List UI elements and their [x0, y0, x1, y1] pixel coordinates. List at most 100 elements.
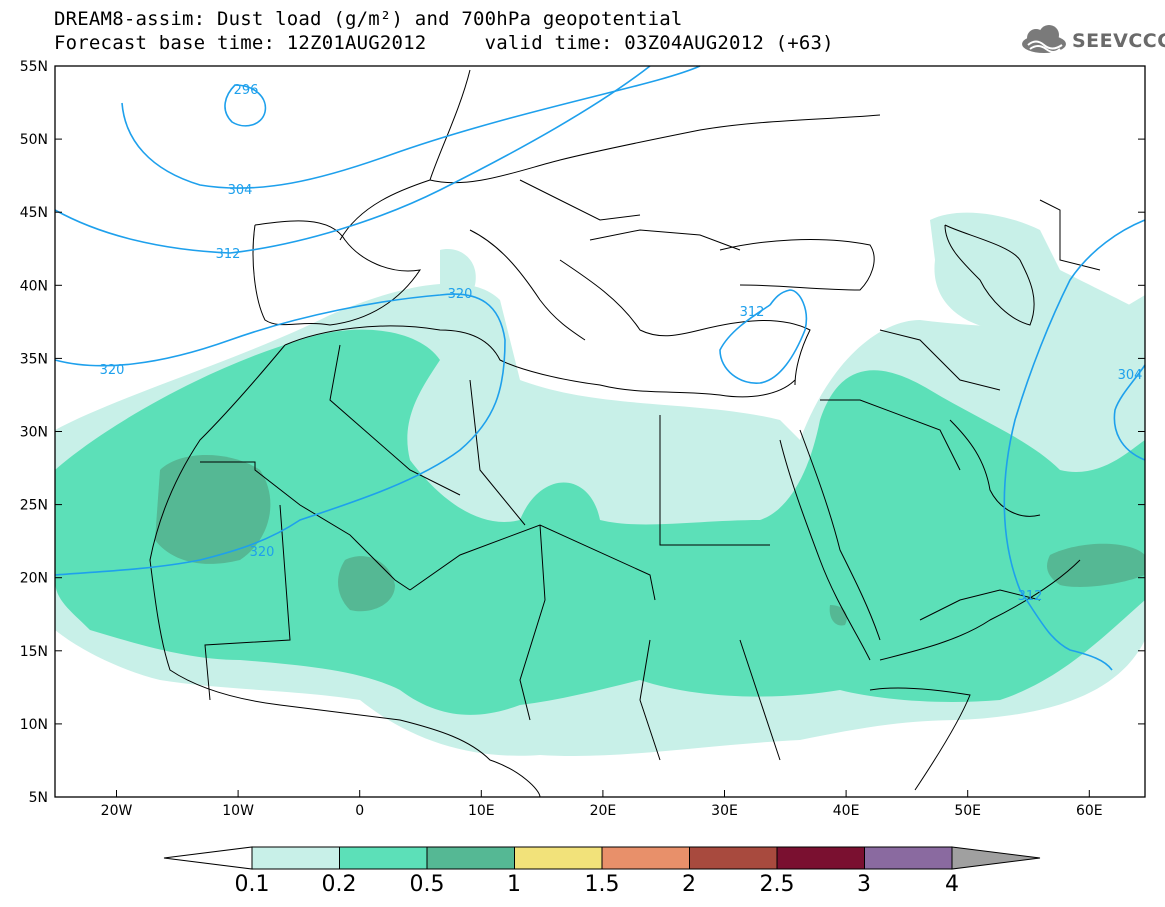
colorbar-over-arrow — [951, 846, 1041, 870]
dust-level-light — [930, 212, 1140, 335]
latitude-axis: 55N 50N 45N 40N 35N 30N 25N 20N 15N 10N 5N — [20, 59, 1145, 806]
lon-label: 60E — [1076, 803, 1103, 819]
colorbar-swatch — [689, 846, 778, 870]
dust-level-dark — [1047, 543, 1145, 587]
lon-label: 10E — [468, 803, 495, 819]
border — [329, 344, 461, 496]
contour-312 — [54, 65, 651, 254]
lon-label: 10W — [222, 803, 254, 819]
colorbar-label: 0.5 — [409, 872, 445, 897]
lon-label: 0 — [355, 803, 364, 819]
colorbar-label: 0.2 — [321, 872, 357, 897]
contour-label: 320 — [100, 363, 125, 378]
logo-text: SEEVCCC — [1072, 30, 1165, 52]
contour-304 — [1113, 364, 1146, 461]
border — [739, 639, 781, 761]
border — [1039, 199, 1101, 271]
lat-label: 30N — [20, 425, 48, 441]
forecast-times: Forecast base time: 12Z01AUG2012 valid t… — [54, 32, 834, 54]
colorbar-label: 4 — [945, 872, 959, 897]
contour-312 — [719, 289, 808, 384]
colorbar — [163, 846, 1041, 870]
dust-level-dark — [338, 556, 395, 612]
contour-label: 304 — [1118, 368, 1143, 383]
lon-label: 40E — [833, 803, 860, 819]
border — [639, 639, 661, 761]
contour-label: 320 — [250, 545, 275, 560]
contour-320 — [54, 293, 506, 576]
contour-296 — [224, 84, 267, 127]
lon-label: 50E — [954, 803, 981, 819]
longitude-axis: 20W 10W 0 10E 20E 30E 40E 50E 60E — [101, 790, 1103, 819]
coastline — [284, 325, 796, 398]
lon-label: 30E — [711, 803, 738, 819]
contour-labels: 296 304 312 320 320 312 312 304 320 — [100, 83, 1143, 604]
geopotential-contours — [54, 65, 1146, 671]
border — [200, 461, 411, 591]
coastline — [879, 559, 1081, 661]
contour-312 — [1003, 219, 1146, 671]
colorbar-swatch — [514, 846, 603, 870]
lat-label: 10N — [20, 717, 48, 733]
coastline — [559, 259, 701, 337]
coastline — [779, 439, 871, 661]
coastline — [339, 69, 471, 241]
coastline — [719, 239, 875, 291]
colorbar-swatch — [776, 846, 865, 870]
coastlines — [149, 69, 1101, 798]
contour-label: 312 — [1018, 589, 1043, 604]
colorbar-label: 1.5 — [584, 872, 620, 897]
lat-label: 50N — [20, 132, 48, 148]
contour-304 — [121, 65, 701, 189]
colorbar-label: 1 — [507, 872, 521, 897]
border — [519, 179, 641, 221]
contour-label: 312 — [216, 247, 241, 262]
border — [820, 399, 961, 471]
cloud-icon — [1022, 25, 1066, 53]
colorbar-label: 0.1 — [234, 872, 270, 897]
colorbar-swatch — [426, 846, 515, 870]
colorbar-swatch — [339, 846, 428, 870]
border — [519, 524, 546, 721]
map-title: DREAM8-assim: Dust load (g/m²) and 700hP… — [54, 8, 683, 30]
colorbar-label: 2 — [682, 872, 696, 897]
colorbar-swatch — [251, 846, 340, 870]
border — [469, 379, 526, 526]
lat-label: 55N — [20, 59, 48, 75]
lat-label: 40N — [20, 278, 48, 294]
lat-label: 45N — [20, 205, 48, 221]
coastline — [429, 114, 881, 184]
dust-level-dark — [829, 605, 847, 626]
colorbar-label: 2.5 — [759, 872, 795, 897]
dust-level-light — [440, 249, 476, 300]
colorbar-label: 3 — [857, 872, 871, 897]
colorbar-swatch — [601, 846, 690, 870]
coastline — [944, 224, 1035, 326]
coastline — [469, 229, 586, 341]
lat-label: 20N — [20, 571, 48, 587]
lon-label: 20E — [590, 803, 617, 819]
lat-label: 35N — [20, 351, 48, 367]
border — [879, 329, 1001, 391]
dust-level-dark — [155, 455, 271, 564]
contour-label: 312 — [740, 305, 765, 320]
border — [204, 504, 291, 701]
lat-label: 5N — [29, 790, 48, 806]
border — [589, 229, 741, 251]
coastline — [949, 419, 1041, 517]
seevccc-logo: SEEVCCC — [1018, 24, 1165, 58]
coastline — [869, 687, 971, 791]
lat-label: 25N — [20, 498, 48, 514]
contour-label: 320 — [448, 287, 473, 302]
lat-label: 15N — [20, 644, 48, 660]
border — [659, 415, 770, 546]
colorbar-under-arrow — [163, 846, 253, 870]
dust-shading — [55, 212, 1145, 757]
colorbar-swatch — [864, 846, 953, 870]
lon-label: 20W — [101, 803, 133, 819]
border — [919, 589, 1041, 621]
contour-label: 304 — [228, 183, 253, 198]
coastline — [799, 429, 881, 641]
contour-label: 296 — [234, 83, 259, 98]
